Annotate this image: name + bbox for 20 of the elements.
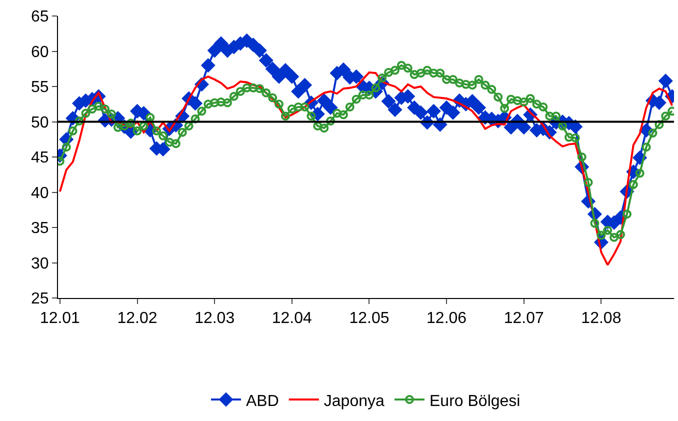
x-tick-label: 12.04: [272, 310, 312, 328]
y-tick-label: 45: [31, 150, 49, 167]
legend-label: ABD: [246, 392, 279, 410]
x-tick-label: 12.02: [117, 310, 158, 328]
y-tick-label: 35: [31, 220, 49, 238]
x-tick-label: 12.05: [349, 310, 390, 328]
legend-label: Japonya: [324, 392, 384, 410]
x-tick-label: 12.03: [194, 310, 235, 328]
x-tick-label: 12.08: [581, 310, 622, 328]
y-tick-label: 25: [31, 290, 49, 308]
y-tick-label: 55: [31, 79, 49, 96]
y-tick-label: 60: [31, 44, 49, 61]
x-tick-label: 12.06: [426, 310, 467, 328]
y-tick-label: 65: [31, 8, 49, 26]
y-tick-label: 50: [31, 114, 49, 132]
y-tick-label: 40: [31, 184, 49, 202]
legend-label: Euro Bölgesi: [430, 392, 520, 410]
x-tick-label: 12.07: [504, 310, 544, 328]
y-tick-label: 30: [31, 255, 49, 272]
x-tick-label: 12.01: [40, 310, 80, 328]
